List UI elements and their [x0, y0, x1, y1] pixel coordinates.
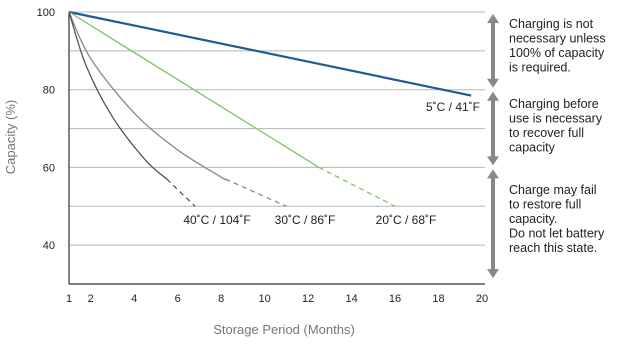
x-tick-label: 10 — [259, 293, 271, 305]
arrow-shaft — [491, 98, 495, 159]
series-label: 20˚C / 68˚F — [376, 213, 437, 227]
arrow-up-icon — [487, 91, 499, 101]
labels-layer: 5˚C / 41˚F 20˚C / 68˚F 30˚C / 86˚F 40˚C / 1… — [183, 100, 480, 227]
x-tick-label: 4 — [131, 293, 137, 305]
series-layer — [68, 10, 472, 207]
arrow-down-icon — [487, 156, 499, 166]
x-tick-label: 12 — [302, 293, 314, 305]
series-label: 5˚C / 41˚F — [426, 100, 480, 114]
series-line — [68, 10, 472, 97]
annotation-text: Charge may fail — [509, 183, 597, 197]
x-tick-label: 18 — [432, 293, 444, 305]
x-tick-label: 16 — [389, 293, 401, 305]
grid — [69, 11, 485, 246]
annotation-text: Charging before — [509, 97, 599, 111]
annotation-text: necessary unless — [509, 32, 606, 46]
annotation-text: to recover full — [509, 126, 584, 140]
x-tick-label: 2 — [88, 293, 94, 305]
series-line-dashed — [225, 178, 287, 207]
x-tick-label: 6 — [175, 293, 181, 305]
series-line-dashed — [318, 166, 396, 207]
y-tick-label: 80 — [43, 85, 55, 97]
arrow-down-icon — [487, 78, 499, 88]
arrow-shaft — [491, 176, 495, 272]
series-label: 40˚C / 104˚F — [183, 213, 250, 227]
x-tick-label: 8 — [218, 293, 224, 305]
annotation-text: Do not let battery — [509, 227, 605, 241]
arrow-up-icon — [487, 14, 499, 23]
arrow-up-icon — [487, 169, 499, 179]
annotation-text: capacity — [509, 141, 556, 155]
series-label: 30˚C / 86˚F — [275, 213, 336, 227]
series-line-dashed — [166, 178, 196, 207]
annotation-text: is required. — [509, 61, 571, 75]
x-tick-label: 20 — [476, 293, 488, 305]
annotation-text: capacity. — [509, 212, 557, 226]
y-tick-label: 60 — [43, 162, 55, 174]
arrow-shaft — [491, 21, 495, 81]
series-line — [68, 11, 320, 168]
annotation-text: reach this state. — [509, 241, 597, 255]
annotation-text: 100% of capacity — [509, 46, 605, 60]
annotation-text: Charging is not — [509, 17, 594, 31]
series-line — [68, 11, 227, 181]
y-axis-label: Capacity (%) — [3, 100, 18, 174]
annotation-text: use is necessary — [509, 112, 603, 126]
series-line — [68, 11, 168, 180]
y-tick-label: 40 — [43, 240, 55, 252]
x-tick-label: 1 — [66, 293, 72, 305]
y-tick-label: 100 — [37, 7, 55, 19]
arrow-down-icon — [487, 269, 499, 279]
x-tick-label: 14 — [345, 293, 357, 305]
x-axis-label: Storage Period (Months) — [213, 322, 355, 337]
annotation-text: to restore full — [509, 198, 581, 212]
